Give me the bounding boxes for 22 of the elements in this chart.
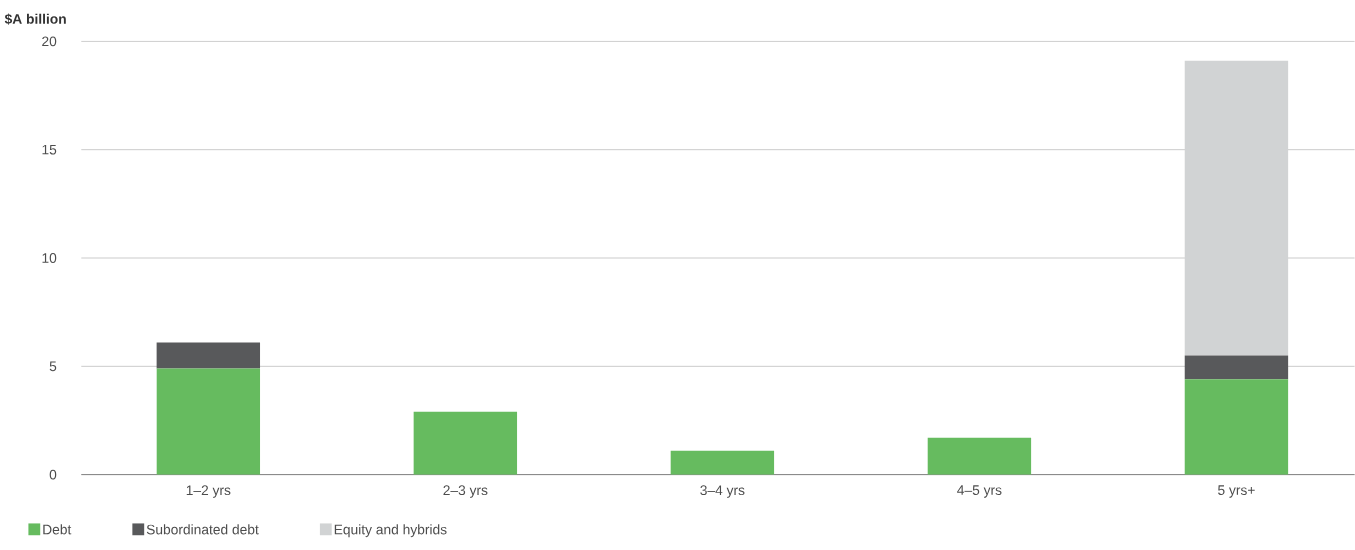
- y-tick-label: 10: [42, 253, 57, 264]
- bar: [156, 342, 261, 369]
- y-tick-label: 20: [42, 36, 57, 47]
- bar: [156, 368, 261, 475]
- x-tick-label: 5 yrs+: [1218, 485, 1255, 498]
- x-tick-label: 1–2 yrs: [186, 485, 231, 499]
- bar: [1184, 61, 1289, 356]
- bar: [670, 451, 775, 475]
- bar: [413, 412, 518, 475]
- y-tick-label: 0: [49, 470, 57, 480]
- legend-label: Debt: [43, 524, 72, 535]
- bar: [1184, 379, 1289, 475]
- legend-label: Subordinated debt: [146, 524, 259, 535]
- legend-label: Equity and hybrids: [334, 524, 447, 538]
- bar: [1184, 355, 1289, 380]
- y-tick-label: 5: [49, 361, 57, 372]
- y-tick-label: 15: [42, 145, 57, 155]
- x-tick-label: 4–5 yrs: [957, 485, 1002, 498]
- x-tick-label: 2–3 yrs: [443, 485, 488, 499]
- x-tick-label: 3–4 yrs: [700, 485, 745, 499]
- bar: [927, 438, 1032, 475]
- y-axis-title: $A billion: [4, 13, 66, 25]
